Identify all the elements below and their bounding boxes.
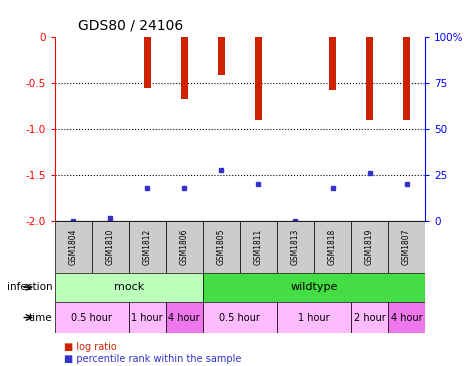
Text: GSM1819: GSM1819 [365, 229, 374, 265]
Bar [277, 221, 314, 273]
Bar [181, 37, 188, 100]
Bar [55, 273, 203, 302]
Text: GSM1813: GSM1813 [291, 229, 300, 265]
Bar [403, 37, 410, 120]
Text: 4 hour: 4 hour [391, 313, 422, 322]
Text: infection: infection [7, 282, 52, 292]
Bar [255, 37, 262, 120]
Bar [92, 221, 129, 273]
Bar [144, 37, 151, 88]
Text: GSM1805: GSM1805 [217, 229, 226, 265]
Bar [240, 221, 277, 273]
Bar [55, 302, 129, 333]
Text: time: time [28, 313, 52, 322]
Bar [166, 221, 203, 273]
Text: 0.5 hour: 0.5 hour [71, 313, 112, 322]
Text: GSM1810: GSM1810 [106, 229, 114, 265]
Text: 4 hour: 4 hour [169, 313, 200, 322]
Text: ■ percentile rank within the sample: ■ percentile rank within the sample [64, 354, 241, 365]
Bar [351, 302, 388, 333]
Bar [166, 302, 203, 333]
Text: GSM1811: GSM1811 [254, 229, 263, 265]
Bar [218, 37, 225, 75]
Text: GSM1806: GSM1806 [180, 229, 189, 265]
Bar [314, 221, 351, 273]
Bar [351, 221, 388, 273]
Text: mock: mock [114, 282, 144, 292]
Text: 2 hour: 2 hour [354, 313, 385, 322]
Bar [388, 302, 425, 333]
Text: 1 hour: 1 hour [132, 313, 163, 322]
Bar [129, 221, 166, 273]
Bar [203, 302, 277, 333]
Text: 1 hour: 1 hour [298, 313, 330, 322]
Text: GSM1804: GSM1804 [69, 229, 77, 265]
Bar [388, 221, 425, 273]
Text: GDS80 / 24106: GDS80 / 24106 [78, 19, 184, 33]
Bar [55, 221, 92, 273]
Text: ■ log ratio: ■ log ratio [64, 342, 117, 352]
Text: GSM1812: GSM1812 [143, 229, 152, 265]
Bar [329, 37, 336, 90]
Bar [203, 221, 240, 273]
Text: GSM1807: GSM1807 [402, 229, 411, 265]
Bar [129, 302, 166, 333]
Text: 0.5 hour: 0.5 hour [219, 313, 260, 322]
Bar [203, 273, 425, 302]
Bar [277, 302, 351, 333]
Bar [366, 37, 373, 120]
Text: wildtype: wildtype [290, 282, 338, 292]
Text: GSM1818: GSM1818 [328, 229, 337, 265]
